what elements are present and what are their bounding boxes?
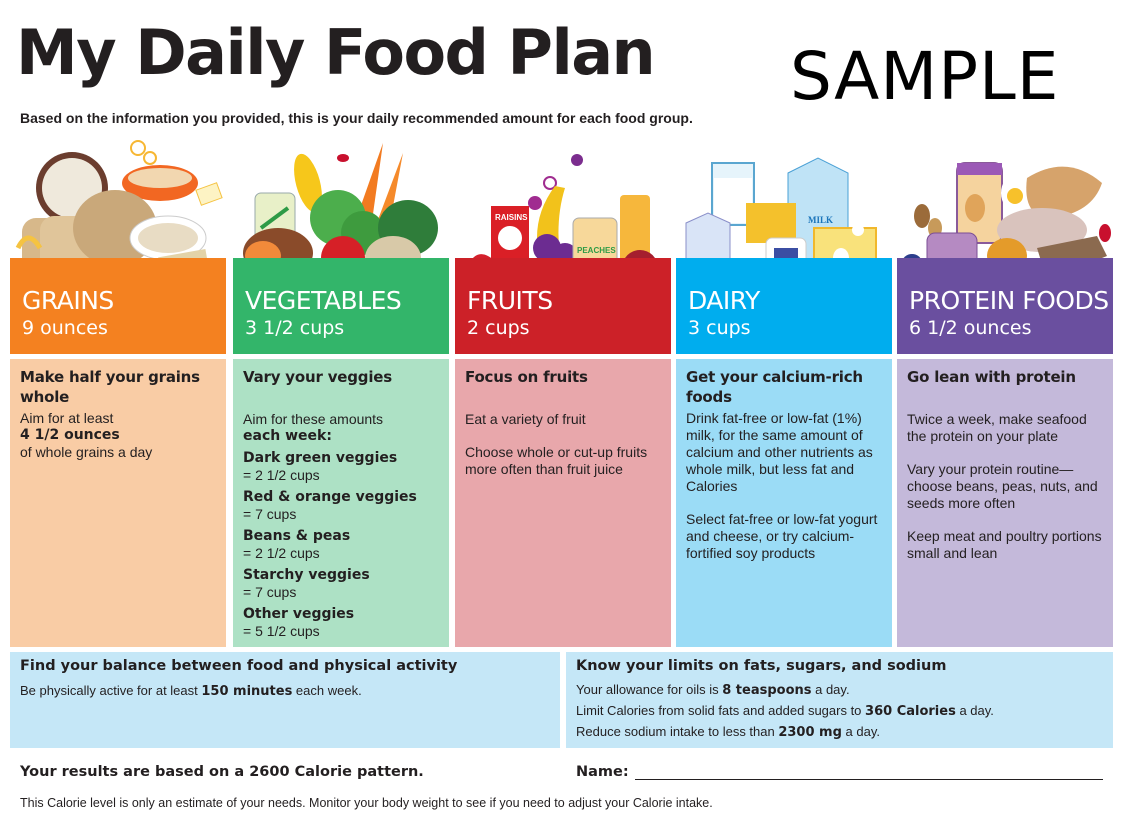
balance-box: Find your balance between food and physi… [10, 652, 560, 748]
text: Your allowance for oils is [576, 682, 723, 697]
tip-paragraph: Eat a variety of fruit [465, 411, 586, 427]
tip-line: Aim for at least [20, 410, 114, 426]
limits-line-calories: Limit Calories from solid fats and added… [576, 701, 1113, 722]
tip-title: Focus on fruits [465, 368, 588, 386]
calorie-pattern: Your results are based on a 2600 Calorie… [20, 764, 424, 780]
svg-text:PEACHES: PEACHES [577, 246, 616, 255]
name-row: Name: [576, 764, 1103, 780]
weekly-amount: = 7 cups [243, 584, 297, 600]
weekly-item: Starchy veggies = 7 cups [243, 567, 439, 601]
weekly-label: Other veggies [243, 606, 355, 622]
grains-header: GRAINS 9 ounces [10, 258, 226, 354]
food-group-dairy: DAIRY 3 cups Get your calcium-rich foods… [676, 258, 892, 647]
group-name: PROTEIN FOODS [909, 286, 1109, 315]
group-amount: 9 ounces [22, 317, 108, 339]
disclaimer: This Calorie level is only an estimate o… [20, 796, 713, 810]
weekly-amount: = 7 cups [243, 506, 297, 522]
highlight: 2300 mg [778, 725, 842, 740]
highlight: 360 Calories [865, 704, 956, 719]
tip-title: Make half your grains whole [20, 368, 200, 406]
name-label: Name: [576, 764, 629, 780]
sample-watermark: SAMPLE [790, 38, 1060, 115]
text: each week. [292, 683, 362, 698]
group-name: DAIRY [688, 286, 760, 315]
page-title: My Daily Food Plan [16, 16, 656, 89]
tip-paragraph: Keep meat and poultry portions small and… [907, 528, 1102, 561]
group-name: FRUITS [467, 286, 553, 315]
vegetables-header: VEGETABLES 3 1/2 cups [233, 258, 449, 354]
tip-title: Go lean with protein [907, 368, 1076, 386]
dairy-header: DAIRY 3 cups [676, 258, 892, 354]
balance-line: Be physically active for at least 150 mi… [20, 681, 560, 702]
vegetables-tips: Vary your veggies Aim for these amounts … [233, 359, 449, 647]
tip-line-bold: 4 1/2 ounces [20, 427, 120, 443]
page-subtitle: Based on the information you provided, t… [20, 110, 693, 126]
tip-paragraph: Drink fat-free or low-fat (1%) milk, for… [686, 410, 873, 494]
balance-title: Find your balance between food and physi… [20, 658, 458, 674]
tip-title: Vary your veggies [243, 368, 392, 386]
group-name: VEGETABLES [245, 286, 402, 315]
tip-intro-bold: each week: [243, 428, 332, 444]
food-group-grains: GRAINS 9 ounces Make half your grains wh… [10, 258, 226, 647]
weekly-item: Beans & peas = 2 1/2 cups [243, 528, 439, 562]
svg-text:RAISINS: RAISINS [495, 213, 528, 222]
text: Be physically active for at least [20, 683, 202, 698]
tip-paragraph: Twice a week, make seafood the protein o… [907, 411, 1087, 444]
group-amount: 3 1/2 cups [245, 317, 345, 339]
dairy-tips: Get your calcium-rich foods Drink fat-fr… [676, 359, 892, 647]
tip-intro: Aim for these amounts [243, 411, 384, 427]
dairy-illustration: MILK [685, 157, 877, 280]
highlight: 150 minutes [201, 684, 293, 699]
fruits-header: FRUITS 2 cups [455, 258, 671, 354]
food-group-fruits: FRUITS 2 cups Focus on fruits Eat a vari… [455, 258, 671, 647]
weekly-item: Red & orange veggies = 7 cups [243, 489, 439, 523]
group-amount: 6 1/2 ounces [909, 317, 1032, 339]
text: a day. [955, 703, 994, 718]
food-group-protein: PROTEIN FOODS 6 1/2 ounces Go lean with … [897, 258, 1113, 647]
grains-tips: Make half your grains whole Aim for at l… [10, 359, 226, 647]
name-field[interactable] [634, 764, 1103, 780]
group-amount: 2 cups [467, 317, 530, 339]
limits-line-sodium: Reduce sodium intake to less than 2300 m… [576, 722, 1113, 743]
highlight: 8 teaspoons [722, 683, 812, 698]
weekly-item: Other veggies = 5 1/2 cups [243, 606, 439, 640]
weekly-label: Beans & peas [243, 528, 351, 544]
group-amount: 3 cups [688, 317, 751, 339]
tip-paragraph: Vary your protein routine—choose beans, … [907, 461, 1098, 511]
limits-box: Know your limits on fats, sugars, and so… [566, 652, 1113, 748]
limits-line-oils: Your allowance for oils is 8 teaspoons a… [576, 680, 1113, 701]
weekly-amount: = 2 1/2 cups [243, 545, 320, 561]
limits-title: Know your limits on fats, sugars, and so… [576, 658, 947, 674]
tip-paragraph: Select fat-free or low-fat yogurt and ch… [686, 511, 878, 561]
text: a day. [841, 724, 880, 739]
text: a day. [811, 682, 850, 697]
protein-header: PROTEIN FOODS 6 1/2 ounces [897, 258, 1113, 354]
text: Reduce sodium intake to less than [576, 724, 779, 739]
weekly-label: Dark green veggies [243, 450, 398, 466]
protein-tips: Go lean with protein Twice a week, make … [897, 359, 1113, 647]
group-name: GRAINS [22, 286, 114, 315]
weekly-label: Starchy veggies [243, 567, 370, 583]
weekly-amount: = 2 1/2 cups [243, 467, 320, 483]
tip-paragraph: Choose whole or cut-up fruits more often… [465, 444, 648, 477]
tip-line: of whole grains a day [20, 444, 153, 460]
tip-title: Get your calcium-rich foods [686, 368, 863, 406]
weekly-label: Red & orange veggies [243, 489, 417, 505]
svg-text:MILK: MILK [808, 215, 833, 225]
food-group-vegetables: VEGETABLES 3 1/2 cups Vary your veggies … [233, 258, 449, 647]
weekly-item: Dark green veggies = 2 1/2 cups [243, 450, 439, 484]
fruits-tips: Focus on fruits Eat a variety of fruit C… [455, 359, 671, 647]
text: Limit Calories from solid fats and added… [576, 703, 866, 718]
weekly-amount: = 5 1/2 cups [243, 623, 320, 639]
